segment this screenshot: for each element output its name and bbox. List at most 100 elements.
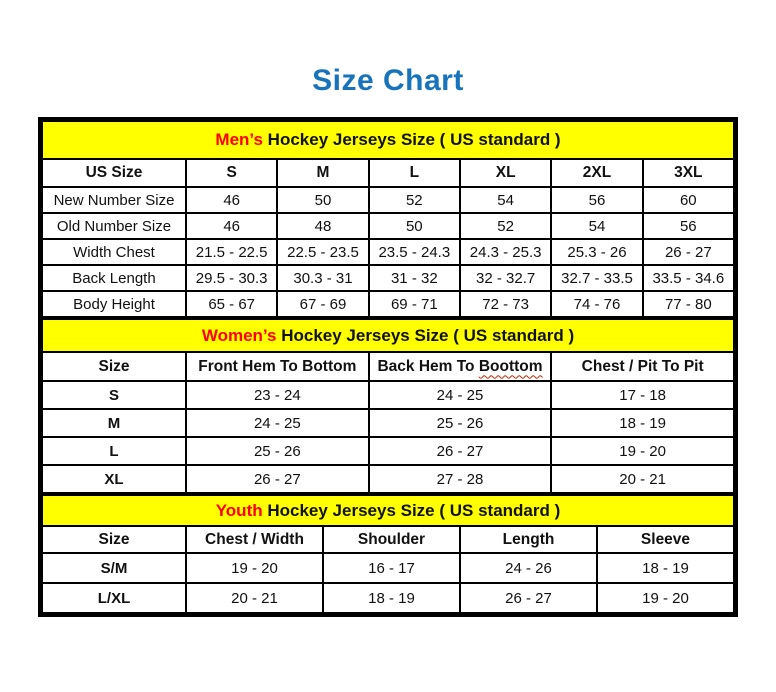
value-cell: 26 - 27 — [185, 464, 370, 494]
youth-size-table: Youth Hockey Jerseys Size ( US standard … — [41, 494, 735, 614]
table-row: New Number Size 46 50 52 54 56 60 — [41, 186, 736, 214]
value-cell: 46 — [184, 186, 279, 214]
value-cell: 56 — [550, 186, 644, 214]
table-row: Width Chest 21.5 - 22.5 22.5 - 23.5 23.5… — [41, 238, 736, 266]
value-cell: 46 — [184, 212, 279, 240]
value-cell: 25 - 26 — [367, 408, 553, 438]
value-cell: 54 — [458, 186, 553, 214]
womens-section-title-text: Hockey Jerseys Size ( US standard ) — [276, 325, 575, 345]
value-cell: 19 - 20 — [185, 552, 324, 584]
value-cell: 69 - 71 — [367, 290, 461, 318]
womens-size-table: Women’s Hockey Jerseys Size ( US standar… — [41, 318, 735, 494]
value-cell: 74 - 76 — [550, 290, 644, 318]
table-row: M 24 - 25 25 - 26 18 - 19 — [41, 408, 735, 438]
value-cell: 27 - 28 — [367, 464, 553, 494]
value-cell: 22.5 - 23.5 — [276, 238, 370, 266]
youth-section-title-text: Hockey Jerseys Size ( US standard ) — [262, 500, 561, 520]
youth-section-band: Youth Hockey Jerseys Size ( US standard … — [41, 494, 735, 527]
table-row: L 25 - 26 26 - 27 19 - 20 — [41, 436, 735, 466]
misspelled-word: Boottom — [478, 357, 543, 375]
column-header: US Size — [41, 158, 187, 188]
column-header: M — [276, 158, 370, 188]
column-header: Front Hem To Bottom — [185, 351, 370, 382]
row-label: L/XL — [41, 582, 187, 614]
column-header: 3XL — [641, 158, 736, 188]
value-cell: 24.3 - 25.3 — [458, 238, 553, 266]
row-label: M — [41, 408, 187, 438]
value-cell: 32 - 32.7 — [458, 264, 553, 292]
youth-header-row: Size Chest / Width Shoulder Length Sleev… — [41, 525, 735, 554]
value-cell: 50 — [367, 212, 461, 240]
value-cell: 16 - 17 — [322, 552, 461, 584]
value-cell: 50 — [276, 186, 370, 214]
column-header: 2XL — [550, 158, 644, 188]
table-row: XL 26 - 27 27 - 28 20 - 21 — [41, 464, 735, 494]
value-cell: 17 - 18 — [550, 380, 735, 410]
womens-section-accent-text: Women’s — [201, 325, 277, 345]
youth-section-header: Youth Hockey Jerseys Size ( US standard … — [41, 494, 735, 527]
column-header: Chest / Width — [185, 525, 324, 554]
column-header-prefix: Back Hem To — [377, 357, 479, 375]
value-cell: 32.7 - 33.5 — [550, 264, 644, 292]
value-cell: 26 - 27 — [641, 238, 736, 266]
row-label: S — [41, 380, 187, 410]
mens-section-header: Men’s Hockey Jerseys Size ( US standard … — [41, 120, 735, 160]
size-chart-table: Men’s Hockey Jerseys Size ( US standard … — [38, 117, 738, 617]
row-label: Body Height — [41, 290, 187, 318]
row-label: L — [41, 436, 187, 466]
value-cell: 30.3 - 31 — [276, 264, 370, 292]
value-cell: 24 - 25 — [185, 408, 370, 438]
value-cell: 72 - 73 — [458, 290, 553, 318]
table-row: S 23 - 24 24 - 25 17 - 18 — [41, 380, 735, 410]
value-cell: 26 - 27 — [367, 436, 553, 466]
womens-header-row: Size Front Hem To Bottom Back Hem To Boo… — [41, 351, 735, 382]
value-cell: 20 - 21 — [185, 582, 324, 614]
column-header: S — [184, 158, 279, 188]
table-row: Back Length 29.5 - 30.3 30.3 - 31 31 - 3… — [41, 264, 736, 292]
value-cell: 19 - 20 — [596, 582, 735, 614]
row-label: XL — [41, 464, 187, 494]
value-cell: 67 - 69 — [276, 290, 370, 318]
mens-section-band: Men’s Hockey Jerseys Size ( US standard … — [41, 120, 735, 160]
column-header: Shoulder — [322, 525, 461, 554]
value-cell: 33.5 - 34.6 — [641, 264, 736, 292]
value-cell: 56 — [641, 212, 736, 240]
value-cell: 25 - 26 — [185, 436, 370, 466]
mens-size-table: Men’s Hockey Jerseys Size ( US standard … — [41, 120, 736, 318]
value-cell: 18 - 19 — [322, 582, 461, 614]
value-cell: 77 - 80 — [641, 290, 736, 318]
page-title: Size Chart — [312, 64, 464, 97]
value-cell: 23.5 - 24.3 — [367, 238, 461, 266]
value-cell: 48 — [276, 212, 370, 240]
row-label: S/M — [41, 552, 187, 584]
table-row: L/XL 20 - 21 18 - 19 26 - 27 19 - 20 — [41, 582, 735, 614]
value-cell: 25.3 - 26 — [550, 238, 644, 266]
row-label: New Number Size — [41, 186, 187, 214]
value-cell: 65 - 67 — [184, 290, 279, 318]
column-header: Chest / Pit To Pit — [550, 351, 735, 382]
value-cell: 52 — [458, 212, 553, 240]
table-row: Old Number Size 46 48 50 52 54 56 — [41, 212, 736, 240]
value-cell: 20 - 21 — [550, 464, 735, 494]
value-cell: 26 - 27 — [459, 582, 598, 614]
value-cell: 19 - 20 — [550, 436, 735, 466]
value-cell: 29.5 - 30.3 — [184, 264, 279, 292]
table-row: S/M 19 - 20 16 - 17 24 - 26 18 - 19 — [41, 552, 735, 584]
value-cell: 31 - 32 — [367, 264, 461, 292]
value-cell: 23 - 24 — [185, 380, 370, 410]
mens-header-row: US Size S M L XL 2XL 3XL — [41, 158, 736, 188]
row-label: Width Chest — [41, 238, 187, 266]
mens-section-accent-text: Men’s — [215, 130, 263, 149]
womens-section-band: Women’s Hockey Jerseys Size ( US standar… — [41, 318, 735, 353]
row-label: Back Length — [41, 264, 187, 292]
column-header: Sleeve — [596, 525, 735, 554]
column-header: XL — [458, 158, 553, 188]
column-header: Size — [41, 525, 187, 554]
value-cell: 18 - 19 — [550, 408, 735, 438]
womens-section-header: Women’s Hockey Jerseys Size ( US standar… — [41, 318, 735, 353]
column-header: Length — [459, 525, 598, 554]
youth-section-accent-text: Youth — [215, 500, 263, 520]
value-cell: 60 — [641, 186, 736, 214]
value-cell: 52 — [367, 186, 461, 214]
value-cell: 18 - 19 — [596, 552, 735, 584]
